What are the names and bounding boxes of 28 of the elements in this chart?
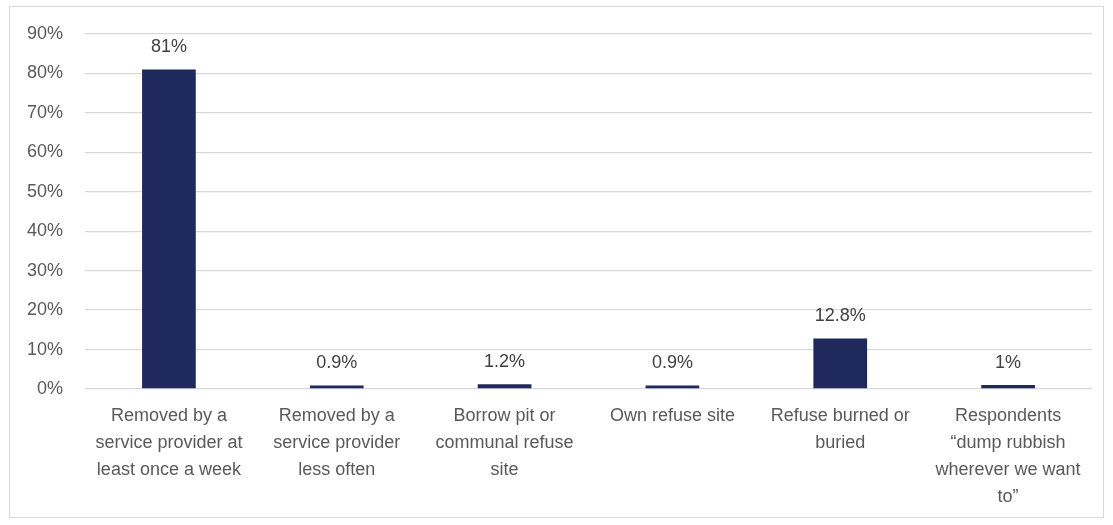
y-tick-label: 30% <box>26 259 63 280</box>
data-label: 81% <box>150 36 187 57</box>
x-tick-label: Respondents “dump rubbish wherever we want to” <box>934 405 1081 507</box>
data-label: 1.2% <box>484 351 526 372</box>
bar <box>309 385 364 389</box>
data-label: 12.8% <box>814 305 866 326</box>
y-tick-label: 20% <box>26 299 63 320</box>
bar <box>645 385 700 389</box>
y-tick-label: 40% <box>26 220 63 241</box>
bar <box>981 385 1035 389</box>
bar <box>813 338 868 389</box>
y-tick-label: 80% <box>26 62 63 83</box>
data-label: 0.9% <box>316 352 358 373</box>
y-tick-label: 60% <box>26 141 63 162</box>
x-tick-label: Borrow pit or communal refuse site <box>435 405 574 480</box>
y-tick-label: 90% <box>26 22 63 43</box>
bar <box>477 384 532 389</box>
bar <box>142 69 196 389</box>
x-tick-label: Refuse burned or buried <box>770 405 910 453</box>
y-tick-label: 10% <box>26 338 63 359</box>
x-tick-label: Removed by a service provider at least once a week <box>95 405 243 480</box>
data-label: 1% <box>995 352 1022 373</box>
y-tick-label: 50% <box>26 180 63 201</box>
y-tick-label: 70% <box>26 101 63 122</box>
y-tick-label: 0% <box>36 377 63 398</box>
x-tick-label: Removed by a service provider less often <box>273 405 401 480</box>
x-tick-label: Own refuse site <box>609 405 735 426</box>
data-label: 0.9% <box>651 352 693 373</box>
